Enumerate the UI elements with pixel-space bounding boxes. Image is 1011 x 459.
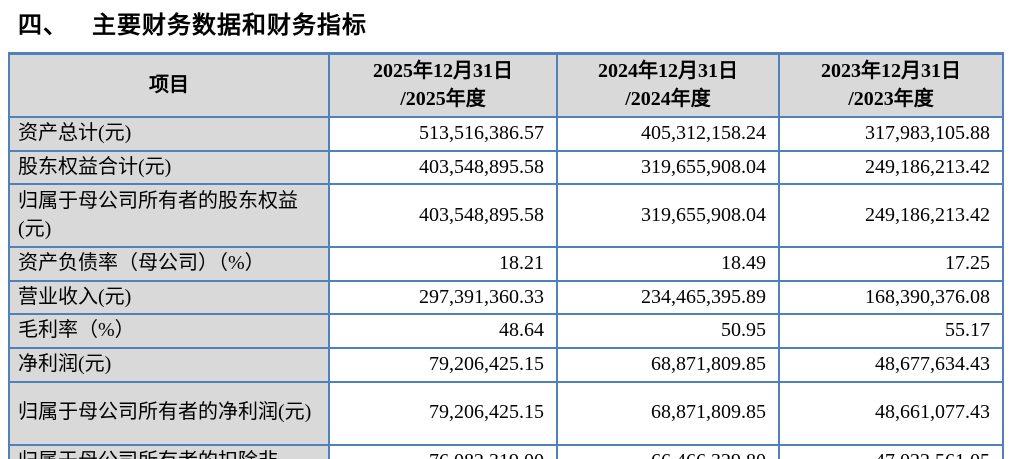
row-label: 净利润(元) (8, 346, 330, 383)
value-2023: 17.25 (778, 246, 1004, 282)
table-row-debt-ratio: 资产负债率（母公司）（%） 18.21 18.49 17.25 (8, 246, 1004, 282)
table-row-revenue: 营业收入(元) 297,391,360.33 234,465,395.89 16… (8, 279, 1004, 316)
value-2023: 48,677,634.43 (778, 346, 1004, 383)
table-row-total-equity: 股东权益合计(元) 403,548,895.58 319,655,908.04 … (8, 149, 1004, 186)
financial-data-table: 项目 2025年12月31日 /2025年度 2024年12月31日 /2024… (8, 52, 1004, 459)
value-2025: 79,206,425.15 (328, 346, 558, 383)
row-label: 毛利率（%） (8, 313, 330, 349)
header-item: 项目 (8, 52, 330, 118)
header-2025: 2025年12月31日 /2025年度 (328, 52, 558, 118)
table-row-total-assets: 资产总计(元) 513,516,386.57 405,312,158.24 31… (8, 116, 1004, 152)
value-2023: 249,186,213.42 (778, 149, 1004, 186)
table-row-net-profit-parent: 归属于母公司所有者的净利润(元) 79,206,425.15 68,871,80… (8, 380, 1004, 446)
value-2023: 168,390,376.08 (778, 279, 1004, 316)
value-2023: 317,983,105.88 (778, 116, 1004, 152)
value-2024: 66,466,329.80 (556, 443, 780, 459)
value-2025: 79,206,425.15 (328, 380, 558, 446)
value-2024: 50.95 (556, 313, 780, 349)
value-2025: 48.64 (328, 313, 558, 349)
table-row-deducted-profit-truncated: 归属于母公司所有者的扣除非 76,082,319.00 66,466,329.8… (8, 443, 1004, 459)
value-2023: 249,186,213.42 (778, 183, 1004, 249)
table-row-net-profit: 净利润(元) 79,206,425.15 68,871,809.85 48,67… (8, 346, 1004, 383)
table-row-gross-margin: 毛利率（%） 48.64 50.95 55.17 (8, 313, 1004, 349)
value-2023: 47,022,561.05 (778, 443, 1004, 459)
table-header-row: 项目 2025年12月31日 /2025年度 2024年12月31日 /2024… (8, 52, 1004, 118)
value-2025: 297,391,360.33 (328, 279, 558, 316)
value-2023: 55.17 (778, 313, 1004, 349)
value-2025: 18.21 (328, 246, 558, 282)
header-2023: 2023年12月31日 /2023年度 (778, 52, 1004, 118)
value-2025: 76,082,319.00 (328, 443, 558, 459)
value-2025: 513,516,386.57 (328, 116, 558, 152)
value-2025: 403,548,895.58 (328, 149, 558, 186)
section-title: 主要财务数据和财务指标 (92, 13, 367, 39)
row-label: 股东权益合计(元) (8, 149, 330, 186)
value-2024: 319,655,908.04 (556, 183, 780, 249)
section-heading: 四、 主要财务数据和财务指标 (18, 5, 367, 40)
value-2024: 405,312,158.24 (556, 116, 780, 152)
row-label: 资产负债率（母公司）（%） (8, 246, 330, 282)
header-2024: 2024年12月31日 /2024年度 (556, 52, 780, 118)
row-label: 资产总计(元) (8, 116, 330, 152)
value-2024: 18.49 (556, 246, 780, 282)
value-2025: 403,548,895.58 (328, 183, 558, 249)
value-2024: 68,871,809.85 (556, 346, 780, 383)
row-label: 归属于母公司所有者的扣除非 (8, 443, 330, 459)
row-label: 归属于母公司所有者的股东权益(元) (8, 183, 330, 249)
row-label: 营业收入(元) (8, 279, 330, 316)
value-2024: 319,655,908.04 (556, 149, 780, 186)
table-row-equity-parent: 归属于母公司所有者的股东权益(元) 403,548,895.58 319,655… (8, 183, 1004, 249)
value-2024: 234,465,395.89 (556, 279, 780, 316)
section-number: 四、 (18, 13, 68, 39)
value-2023: 48,661,077.43 (778, 380, 1004, 446)
row-label: 归属于母公司所有者的净利润(元) (8, 380, 330, 446)
value-2024: 68,871,809.85 (556, 380, 780, 446)
